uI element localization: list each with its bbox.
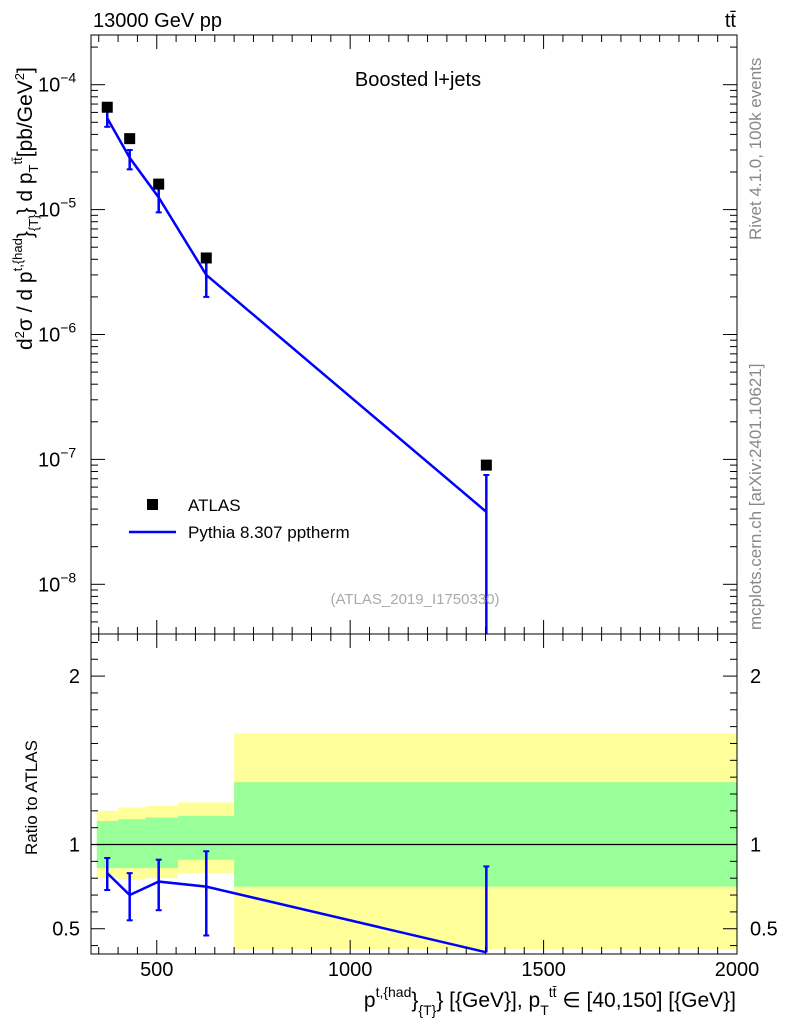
- main-y-axis-label: d2σ / d pt,{had}{T}} d pTtt̄[pb/GeV2]: [10, 67, 41, 350]
- main-y-tick-label-0: 10−8: [38, 569, 76, 596]
- ratio-band-inner-1: [118, 819, 146, 869]
- legend-pythia-label: Pythia 8.307 pptherm: [188, 523, 350, 542]
- main-plot-content: [101, 101, 492, 634]
- ratio-ticks: 0.5 0.5 1 1 2 2 500 1000 1500 2000: [52, 35, 778, 981]
- ratio-y-tick-label-left-0: 0.5: [52, 919, 80, 941]
- ratio-plot-content: [91, 733, 738, 954]
- ratio-frame: [90, 633, 738, 955]
- x-axis-label: pt,{had}{T}} [{GeV}], pTtt̄ ∈ [40,150] […: [364, 984, 736, 1018]
- mc-line: [106, 117, 488, 513]
- main-frame: [90, 34, 738, 635]
- rivet-label: Rivet 4.1.0, 100k events: [746, 58, 765, 240]
- x-tick-label-0: 500: [140, 959, 173, 981]
- main-y-tick-label-4: 10−4: [38, 70, 76, 97]
- ratio-y-tick-label-left-2: 2: [69, 666, 80, 688]
- data-point-0: [101, 101, 113, 113]
- x-tick-label-1: 1000: [328, 959, 373, 981]
- ratio-y-tick-label-right-2: 2: [750, 666, 761, 688]
- ratio-y-tick-label-left-1: 1: [69, 835, 80, 857]
- analysis-tag: (ATLAS_2019_I1750330): [330, 591, 499, 608]
- main-y-tick-label-1: 10−7: [38, 444, 76, 471]
- legend-atlas-label: ATLAS: [188, 496, 241, 515]
- legend: ATLAS Pythia 8.307 pptherm: [129, 496, 350, 542]
- energy-label: 13000 GeV pp: [93, 10, 222, 32]
- mcplots-label: mcplots.cern.ch [arXiv:2401.10621]: [746, 364, 765, 630]
- ratio-y-tick-label-right-1: 1: [750, 835, 761, 857]
- legend-atlas-marker: [147, 499, 158, 510]
- data-point-2: [153, 178, 165, 190]
- main-y-tick-label-2: 10−6: [38, 320, 76, 347]
- x-tick-label-3: 2000: [715, 959, 760, 981]
- data-point-1: [124, 133, 136, 145]
- x-tick-label-2: 1500: [521, 959, 566, 981]
- ratio-y-axis-label: Ratio to ATLAS: [22, 740, 41, 855]
- ratio-panel: 0.5 0.5 1 1 2 2 500 1000 1500 2000 Ratio to ATLAS…: [22, 35, 778, 1018]
- main-panel: Boosted l+jets (ATLAS_2019_I1750330) ATL…: [10, 34, 738, 635]
- main-y-ticks: 10−810−710−610−510−410−3: [38, 46, 737, 635]
- data-point-3: [200, 252, 212, 264]
- main-title: Boosted l+jets: [355, 69, 481, 91]
- main-y-tick-label-3: 10−5: [38, 195, 76, 222]
- process-label: tt̄: [725, 10, 737, 32]
- data-point-4: [480, 459, 492, 471]
- ratio-y-tick-label-right-0: 0.5: [750, 919, 778, 941]
